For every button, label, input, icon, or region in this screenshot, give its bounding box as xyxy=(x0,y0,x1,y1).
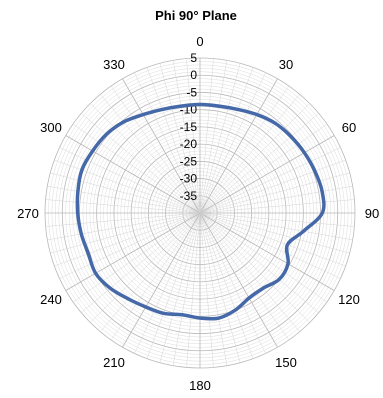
radial-tick-label: -30 xyxy=(180,172,198,186)
radial-tick-label: -15 xyxy=(180,120,198,134)
grid-spoke xyxy=(199,212,341,279)
grid-spoke xyxy=(134,72,201,214)
grid-spoke xyxy=(186,58,201,214)
grid-spoke xyxy=(45,212,201,227)
grid-spoke xyxy=(159,212,201,363)
grid-spoke xyxy=(199,212,228,366)
angle-label-270: 270 xyxy=(17,206,39,221)
grid-spoke xyxy=(65,212,201,291)
grid-spoke xyxy=(199,63,241,214)
radial-tick-label: -35 xyxy=(180,189,198,203)
grid-spoke xyxy=(199,212,300,332)
grid-spoke xyxy=(199,212,350,254)
chart-title: Phi 90° Plane xyxy=(155,8,237,23)
grid-spoke xyxy=(199,212,290,341)
grid-spoke xyxy=(199,212,346,267)
grid-spoke xyxy=(199,78,278,214)
grid-spoke xyxy=(90,212,201,323)
grid-spoke xyxy=(122,78,201,214)
grid-spoke xyxy=(199,212,319,313)
radial-tick-label: 0 xyxy=(190,68,197,82)
grid-spoke xyxy=(199,212,335,291)
grid-spoke xyxy=(72,123,201,214)
grid-spoke xyxy=(199,212,310,323)
grid-spoke xyxy=(199,212,254,359)
grid-spoke xyxy=(199,212,278,348)
grid-spoke xyxy=(199,103,310,214)
angle-label-240: 240 xyxy=(40,292,62,307)
grid-spoke xyxy=(199,212,355,227)
radial-tick-label: -25 xyxy=(180,154,198,168)
grid-spoke xyxy=(134,212,201,354)
grid-spoke xyxy=(199,113,319,214)
grid-spoke xyxy=(59,212,201,279)
radial-tick-label: -5 xyxy=(186,85,197,99)
polar-grid xyxy=(44,57,356,369)
grid-spoke xyxy=(81,212,201,313)
angle-label-210: 210 xyxy=(103,355,125,370)
grid-spoke xyxy=(199,94,300,214)
grid-spoke xyxy=(199,60,228,214)
grid-spoke xyxy=(172,212,201,366)
grid-spoke xyxy=(47,185,201,214)
radial-tick-label: -20 xyxy=(180,137,198,151)
angle-label-300: 300 xyxy=(40,120,62,135)
grid-spoke xyxy=(199,199,355,214)
grid-spoke xyxy=(146,67,201,214)
grid-spoke xyxy=(50,212,201,254)
grid-spoke xyxy=(199,85,290,214)
grid-spoke xyxy=(199,212,241,363)
grid-spoke xyxy=(199,159,346,214)
grid-spoke xyxy=(199,135,335,214)
grid-spoke xyxy=(72,212,201,303)
grid-spoke xyxy=(199,185,353,214)
grid-spoke xyxy=(50,172,201,214)
grid-spoke xyxy=(199,147,341,214)
grid-spoke xyxy=(45,199,201,214)
angle-label-120: 120 xyxy=(338,292,360,307)
grid-spoke xyxy=(199,123,328,214)
radial-axis-labels: 50-5-10-15-20-25-30-35 xyxy=(180,51,198,203)
grid-spoke xyxy=(199,58,214,214)
grid-spoke xyxy=(100,94,201,214)
grid-spoke xyxy=(199,172,350,214)
angle-label-180: 180 xyxy=(189,378,211,393)
grid-spoke xyxy=(110,212,201,341)
grid-spoke xyxy=(54,159,201,214)
grid-spoke xyxy=(199,72,266,214)
grid-spoke xyxy=(186,212,201,368)
radial-tick-label: 5 xyxy=(190,51,197,65)
grid-spoke xyxy=(199,212,328,303)
angle-axis-labels: 0 30 60 90 120 150 180 210 240 270 300 330 xyxy=(17,34,379,393)
angle-label-90: 90 xyxy=(365,206,379,221)
grid-spoke xyxy=(172,60,201,214)
grid-spoke xyxy=(199,67,254,214)
grid-spoke xyxy=(59,147,201,214)
grid-spoke xyxy=(159,63,201,214)
angle-label-0: 0 xyxy=(196,34,203,49)
grid-spoke xyxy=(110,85,201,214)
grid-spoke xyxy=(47,212,201,241)
grid-spoke xyxy=(100,212,201,332)
grid-spoke xyxy=(199,212,353,241)
angle-label-60: 60 xyxy=(342,120,356,135)
angle-label-30: 30 xyxy=(279,57,293,72)
series-layer xyxy=(75,102,326,321)
grid-spoke xyxy=(199,212,266,354)
grid-spoke xyxy=(199,212,214,368)
angle-label-150: 150 xyxy=(275,355,297,370)
series-line-0 xyxy=(75,102,326,321)
grid-spoke xyxy=(54,212,201,267)
grid-spoke xyxy=(122,212,201,348)
angle-label-330: 330 xyxy=(103,57,125,72)
grid-spoke xyxy=(65,135,201,214)
grid-spoke xyxy=(81,113,201,214)
grid-spoke xyxy=(146,212,201,359)
grid-spoke xyxy=(90,103,201,214)
